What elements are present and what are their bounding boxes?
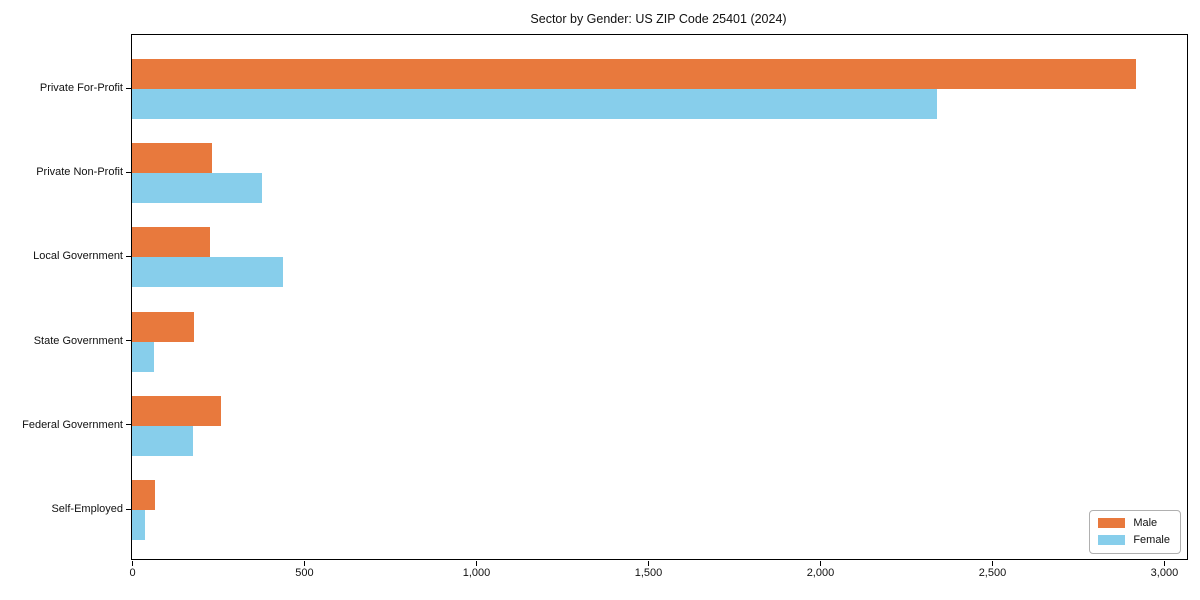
x-tick-label-1500: 1,500 — [634, 567, 663, 579]
legend-label-male: Male — [1133, 517, 1158, 529]
x-tick-label-1000: 1,000 — [462, 567, 491, 579]
legend-row-female: Female — [1098, 534, 1170, 546]
category-label-self-employed: Self-Employed — [51, 503, 123, 515]
bar-male-self-employed — [132, 480, 156, 510]
category-label-local-government: Local Government — [33, 250, 123, 263]
y-tick-self-employed — [126, 508, 131, 510]
bar-female-self-employed — [132, 510, 146, 540]
chart-title: Sector by Gender: US ZIP Code 25401 (202… — [530, 12, 787, 26]
x-tick-1000 — [475, 561, 478, 566]
y-tick-private-for-profit — [126, 87, 131, 89]
bar-male-private-non-profit — [132, 143, 213, 174]
x-tick-1500 — [647, 561, 650, 566]
x-tick-label-2000: 2,000 — [806, 567, 835, 579]
x-tick-3000 — [1163, 561, 1166, 566]
x-tick-label-3000: 3,000 — [1150, 567, 1179, 579]
x-tick-2500 — [991, 561, 994, 566]
x-tick-2000 — [819, 561, 822, 566]
x-tick-500 — [303, 561, 306, 566]
y-tick-federal-government — [126, 424, 131, 426]
category-label-state-government: State Government — [33, 334, 123, 347]
legend: Male Female — [1089, 510, 1181, 554]
plot-area: Male Female — [131, 34, 1188, 560]
bar-female-private-for-profit — [132, 89, 937, 119]
legend-swatch-male — [1098, 518, 1126, 528]
category-label-private-non-profit: Private Non-Profit — [36, 166, 123, 179]
bar-female-local-government — [132, 257, 283, 288]
x-tick-label-2500: 2,500 — [978, 567, 1007, 579]
x-tick-label-0: 0 — [129, 567, 136, 579]
bar-female-private-non-profit — [132, 173, 263, 204]
legend-label-female: Female — [1133, 534, 1170, 546]
legend-swatch-female — [1098, 535, 1126, 545]
bar-female-federal-government — [132, 425, 193, 456]
legend-row-male: Male — [1098, 517, 1170, 529]
bar-female-state-government — [132, 341, 154, 372]
y-tick-private-non-profit — [126, 171, 131, 173]
y-tick-state-government — [126, 340, 131, 342]
x-tick-label-500: 500 — [295, 567, 314, 579]
category-label-federal-government: Federal Government — [22, 418, 123, 431]
y-tick-local-government — [126, 255, 131, 258]
category-label-private-for-profit: Private For-Profit — [39, 82, 123, 94]
bar-male-federal-government — [132, 395, 222, 426]
bar-male-private-for-profit — [132, 59, 1137, 89]
x-tick-0 — [131, 561, 134, 566]
bar-male-local-government — [132, 227, 211, 258]
bar-male-state-government — [132, 311, 194, 342]
